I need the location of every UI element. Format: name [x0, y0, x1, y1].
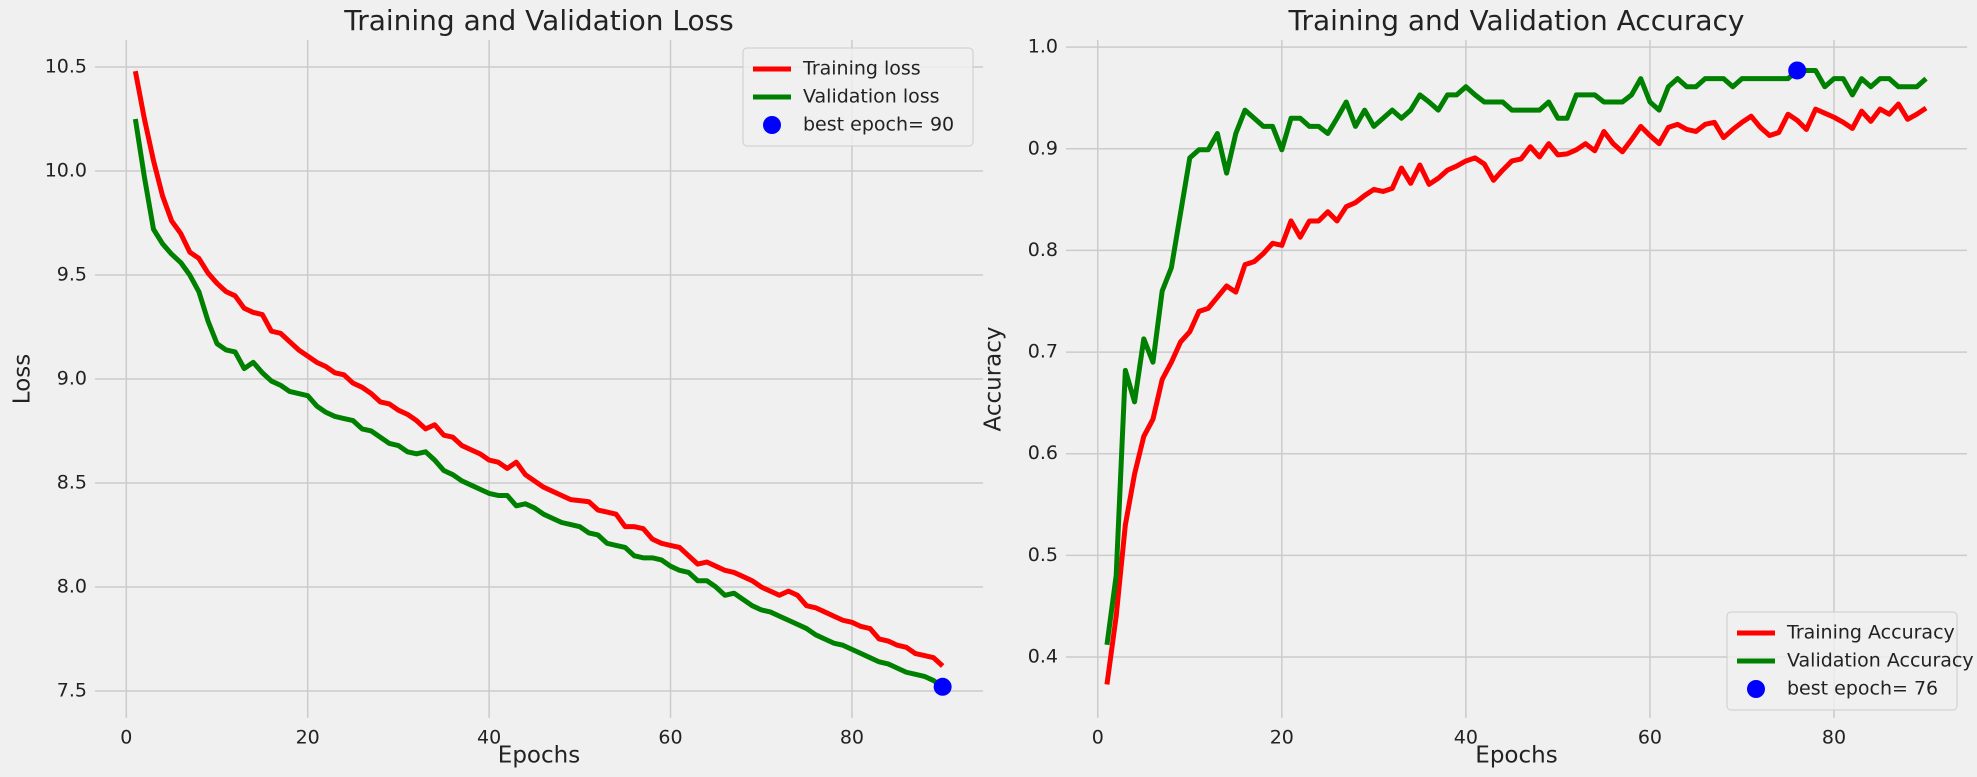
y-tick-label: 0.7 — [1028, 341, 1058, 363]
x-tick-label: 20 — [296, 727, 320, 749]
x-tick-label: 80 — [840, 727, 864, 749]
chart-title: Training and Validation Accuracy — [1288, 4, 1745, 37]
legend-swatch — [1747, 680, 1765, 698]
legend-swatch — [763, 116, 781, 134]
series-line — [1104, 101, 1928, 685]
legend-label: Training loss — [802, 58, 921, 80]
y-tick-label: 0.5 — [1028, 544, 1058, 566]
y-tick-label: 7.5 — [57, 679, 87, 701]
series-line — [132, 118, 945, 689]
legend-label: best epoch= 90 — [803, 114, 954, 136]
x-tick-label: 20 — [1270, 727, 1294, 749]
y-axis-label: Loss — [10, 354, 36, 404]
y-tick-label: 0.9 — [1028, 137, 1058, 159]
y-tick-label: 9.0 — [57, 368, 87, 390]
y-tick-label: 9.5 — [57, 264, 87, 286]
x-tick-label: 60 — [1638, 727, 1662, 749]
y-tick-label: 1.0 — [1028, 36, 1058, 58]
x-tick-label: 40 — [1454, 727, 1478, 749]
x-tick-label: 0 — [120, 727, 132, 749]
x-tick-label: 40 — [477, 727, 501, 749]
legend-label: best epoch= 76 — [1787, 678, 1938, 700]
best-point — [1788, 61, 1807, 80]
legend-label: Training Accuracy — [1786, 622, 1955, 644]
legend-label: Validation loss — [803, 86, 940, 108]
legend-box — [742, 47, 974, 147]
x-axis-label: Epochs — [498, 743, 580, 769]
series-line — [1104, 67, 1928, 646]
series-line — [132, 70, 945, 668]
x-tick-label: 60 — [658, 727, 682, 749]
y-axis-label: Accuracy — [981, 326, 1007, 431]
y-tick-label: 10.0 — [45, 160, 87, 182]
best-point — [933, 677, 952, 696]
x-tick-label: 80 — [1822, 727, 1846, 749]
chart-title: Training and Validation Loss — [343, 4, 734, 37]
y-tick-label: 8.5 — [57, 471, 87, 493]
legend-box — [1726, 611, 1958, 711]
y-tick-label: 0.6 — [1028, 442, 1058, 464]
y-tick-label: 0.4 — [1028, 646, 1058, 668]
x-tick-label: 0 — [1092, 727, 1104, 749]
x-axis-label: Epochs — [1475, 743, 1557, 769]
y-tick-label: 0.8 — [1028, 239, 1058, 261]
legend-label: Validation Accuracy — [1787, 650, 1974, 672]
y-tick-label: 8.0 — [57, 575, 87, 597]
y-tick-label: 10.5 — [45, 56, 87, 78]
